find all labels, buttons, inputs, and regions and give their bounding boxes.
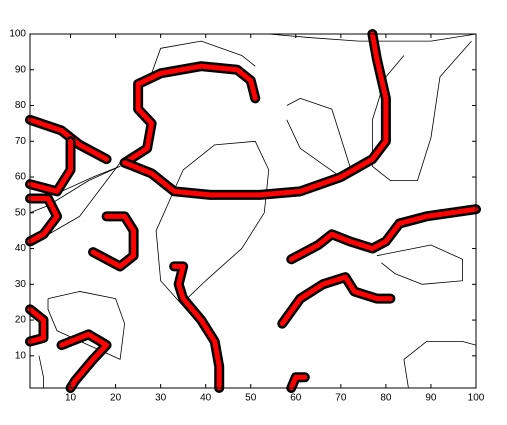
- y-tick-label: 30: [15, 279, 27, 290]
- contour-line: [151, 40, 256, 74]
- contour-line: [286, 97, 351, 178]
- y-tick-label: 70: [15, 136, 27, 147]
- band-outline: [119, 29, 391, 200]
- y-tick-label: 40: [15, 243, 27, 254]
- x-tick-label: 80: [380, 393, 392, 404]
- x-tick-label: 50: [245, 393, 257, 404]
- plot-frame: [29, 33, 477, 389]
- y-tick-label: 100: [9, 29, 26, 40]
- band-fill: [288, 206, 479, 262]
- y-tick-label: 20: [15, 315, 27, 326]
- band-fill: [59, 331, 110, 391]
- contour-line: [47, 291, 126, 360]
- x-tick-label: 30: [155, 393, 167, 404]
- x-tick-label: 70: [335, 393, 347, 404]
- y-tick-label: 60: [15, 172, 27, 183]
- x-tick-label: 60: [290, 393, 302, 404]
- y-tick-label: 80: [15, 100, 27, 111]
- band-fill: [122, 31, 389, 198]
- contour-line: [403, 341, 477, 389]
- band-fill: [27, 195, 60, 244]
- x-tick-label: 20: [110, 393, 122, 404]
- band-outline: [286, 204, 481, 265]
- band-fill: [288, 374, 308, 391]
- contour-line: [376, 244, 463, 285]
- band-fill: [27, 138, 74, 194]
- y-tick-label: 90: [15, 64, 27, 75]
- x-tick-label: 40: [200, 393, 212, 404]
- band-fill: [122, 63, 258, 166]
- x-tick-label: 100: [468, 393, 485, 404]
- band-fill: [279, 274, 393, 327]
- contour-line: [38, 355, 44, 388]
- x-tick-label: 10: [65, 393, 77, 404]
- contour-line: [155, 140, 270, 342]
- y-tick-label: 10: [15, 350, 27, 361]
- x-tick-label: 90: [425, 393, 437, 404]
- y-tick-label: 50: [15, 207, 27, 218]
- band-fill: [90, 213, 137, 269]
- band-fill: [27, 306, 47, 345]
- band-fill: [171, 263, 222, 391]
